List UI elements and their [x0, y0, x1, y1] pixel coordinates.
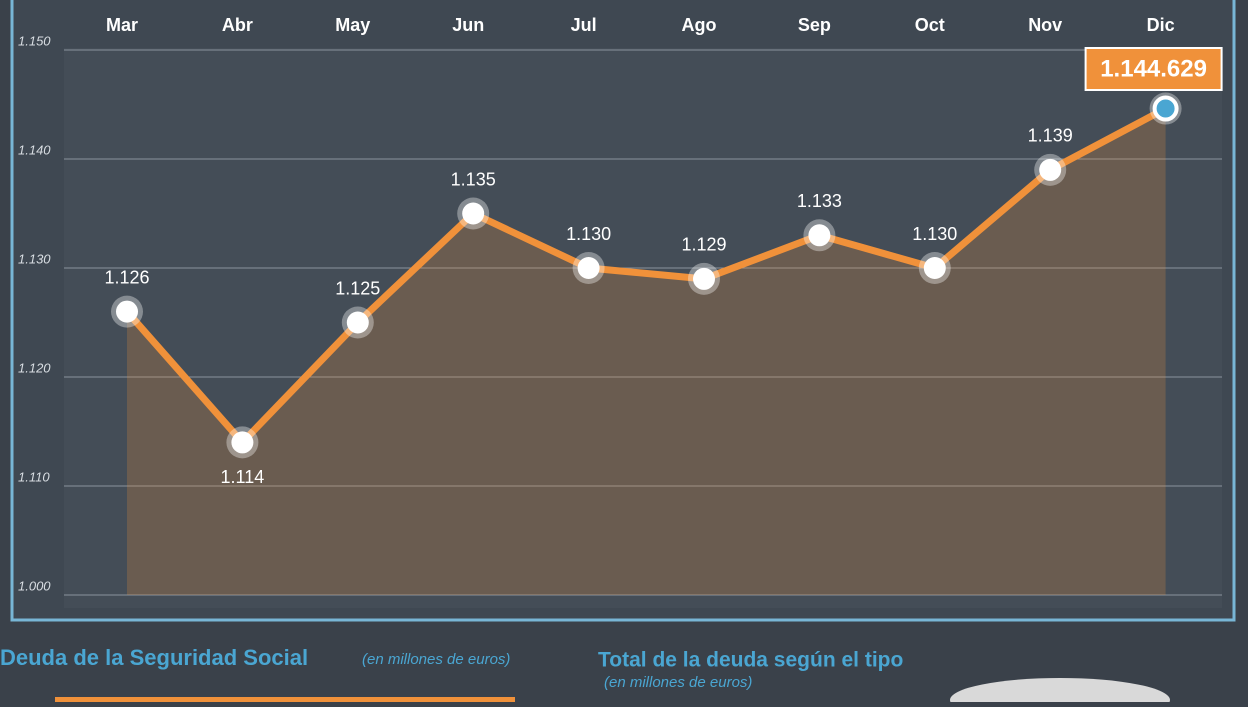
line	[124, 105, 1168, 446]
decoration	[55, 697, 515, 703]
x-tick-label: Mar	[106, 15, 138, 35]
point	[923, 257, 946, 279]
value-label-box	[1084, 47, 1223, 91]
x-tick-label: Jul	[571, 15, 597, 35]
footer-title: Total de la deuda según el tipo	[598, 649, 903, 672]
value-label: 1.130	[912, 224, 957, 244]
point	[116, 300, 138, 323]
value-label: 1.125	[335, 278, 380, 298]
value-label: 1.129	[681, 235, 726, 255]
point	[462, 202, 485, 225]
y-tick-label: 1.150	[18, 33, 51, 48]
plot-area	[64, 48, 1222, 608]
x-tick-label: Sep	[798, 15, 831, 35]
point	[346, 311, 369, 334]
x-tick-label: Nov	[1028, 15, 1062, 35]
y-tick-label: 1.120	[18, 360, 51, 375]
point	[808, 224, 831, 247]
y-tick-label: 1.130	[18, 251, 51, 266]
x-tick-label: Dic	[1147, 15, 1175, 35]
value-label: 1.144.629	[1100, 55, 1207, 82]
x-tick-label: May	[335, 15, 370, 35]
point	[577, 257, 600, 279]
point	[1039, 158, 1062, 181]
decoration	[950, 678, 1170, 707]
value-label: 1.130	[566, 224, 611, 244]
point	[1152, 95, 1179, 122]
x-tick-label: Oct	[915, 15, 945, 35]
footer-title: Deuda de la Seguridad Social	[0, 645, 308, 670]
value-label: 1.114	[221, 467, 265, 487]
x-tick-label: Abr	[222, 15, 253, 35]
area	[127, 108, 1166, 596]
value-label: 1.133	[797, 191, 842, 211]
footer-subtitle: (en millones de euros)	[604, 674, 752, 691]
value-label: 1.135	[451, 169, 496, 189]
x-tick-label: Jun	[452, 15, 484, 35]
y-tick-label: 1.140	[18, 142, 51, 157]
x-tick-label: Ago	[682, 15, 717, 35]
footer-subtitle: (en millones de euros)	[362, 651, 510, 668]
point	[231, 431, 254, 454]
y-tick-label: 1.000	[18, 578, 51, 593]
y-tick-label: 1.110	[18, 469, 50, 484]
value-label: 1.126	[104, 267, 149, 287]
value-label: 1.139	[1028, 126, 1073, 146]
point	[693, 267, 715, 290]
